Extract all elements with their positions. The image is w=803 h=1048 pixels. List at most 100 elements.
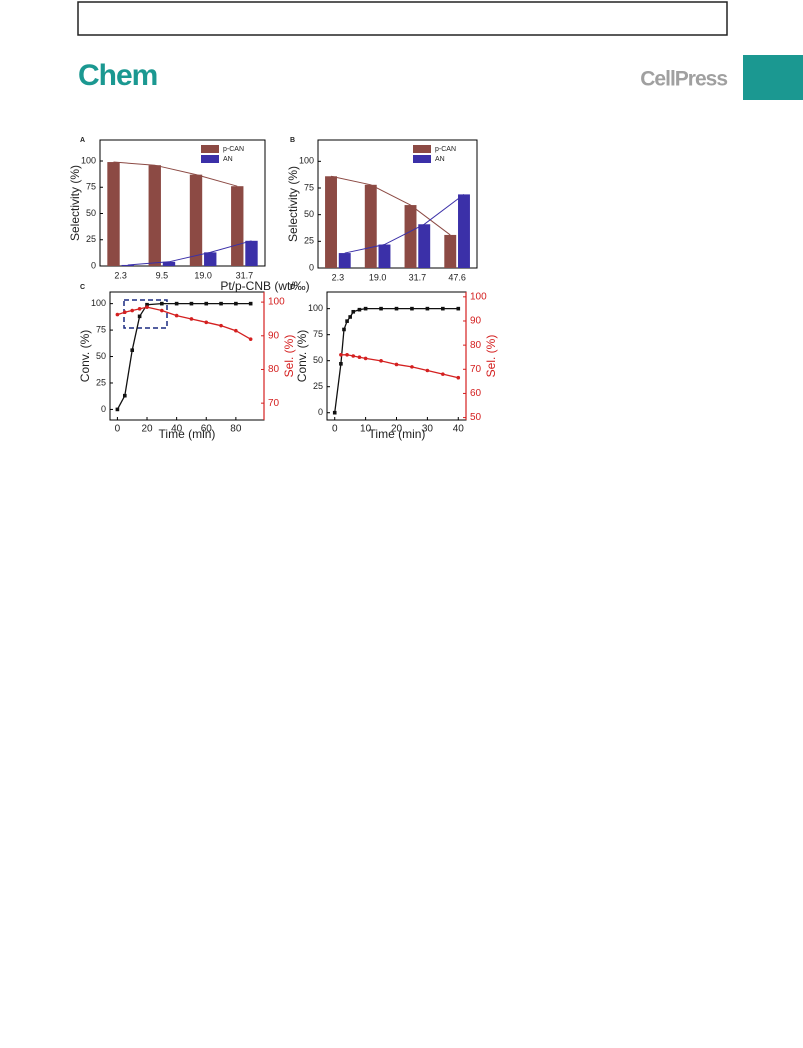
x-tick-label: 2.3	[114, 270, 127, 280]
series-line	[334, 308, 459, 413]
x-tick-label: 20	[391, 424, 403, 435]
data-point	[357, 307, 362, 312]
data-point	[174, 313, 179, 318]
y2-tick-label: 80	[470, 340, 482, 351]
bar	[418, 224, 431, 268]
y-axis-label: Conv. (%)	[295, 330, 309, 382]
y-tick-label: 100	[91, 298, 106, 308]
data-point	[123, 310, 127, 315]
y2-tick-label: 50	[470, 412, 482, 423]
data-point	[332, 410, 337, 415]
x-tick-label: 20	[141, 424, 153, 435]
y-tick-label: 75	[86, 182, 96, 192]
y2-axis-label: Sel. (%)	[484, 335, 498, 378]
legend-label: p-CAN	[435, 146, 456, 153]
data-point	[123, 393, 127, 398]
x-tick-label: 19.0	[194, 270, 212, 280]
data-point	[410, 306, 414, 311]
y-tick-label: 75	[313, 329, 323, 339]
bar	[338, 253, 351, 268]
y2-tick-label: 80	[268, 364, 280, 375]
legend-label: AN	[223, 156, 233, 163]
data-point	[345, 319, 349, 323]
y-tick-label: 0	[101, 404, 106, 414]
y-tick-label: 0	[309, 262, 314, 272]
data-point	[248, 337, 253, 341]
bar	[189, 174, 203, 266]
bar	[245, 240, 258, 266]
data-point	[410, 365, 414, 369]
x-tick-label: 10	[360, 424, 372, 435]
y-tick-label: 100	[308, 303, 323, 313]
legend-swatch	[201, 155, 219, 163]
y-tick-label: 50	[313, 355, 323, 365]
data-point	[348, 315, 352, 319]
data-point	[174, 301, 179, 306]
x-axis-label: Time (min)	[159, 427, 216, 441]
y-tick-label: 25	[304, 236, 314, 246]
trend-line	[127, 240, 252, 266]
data-point	[441, 306, 445, 311]
bar	[404, 205, 417, 268]
panel-label: D	[290, 284, 295, 291]
bar	[458, 194, 470, 268]
y2-tick-label: 90	[268, 330, 280, 341]
data-point	[425, 306, 430, 311]
panel-label: A	[80, 137, 85, 144]
data-point	[160, 301, 164, 306]
x-tick-label: 60	[201, 424, 213, 435]
data-point	[441, 372, 445, 376]
data-point	[145, 305, 149, 309]
y-tick-label: 0	[91, 260, 96, 270]
x-tick-label: 40	[171, 424, 183, 435]
data-point	[219, 323, 223, 328]
data-point	[115, 312, 120, 317]
data-point	[339, 362, 343, 366]
x-tick-label: 9.5	[156, 270, 169, 280]
section-tab	[743, 55, 803, 100]
header-box	[77, 1, 728, 36]
bar	[148, 165, 161, 266]
data-point	[351, 309, 356, 314]
y-axis-label: Selectivity (%)	[286, 166, 300, 242]
x-tick-label: 19.0	[369, 272, 387, 282]
y-tick-label: 25	[313, 381, 323, 391]
data-point	[456, 306, 461, 311]
y2-axis-label: Sel. (%)	[282, 335, 296, 378]
legend-swatch	[413, 155, 431, 163]
plot-frame	[317, 139, 478, 269]
y2-tick-label: 60	[470, 388, 482, 399]
data-point	[130, 348, 135, 352]
x-tick-label: 0	[332, 424, 338, 435]
panel-label: C	[80, 284, 85, 291]
bar	[204, 252, 217, 266]
trend-line	[330, 175, 451, 236]
y-tick-label: 50	[86, 208, 96, 218]
y-axis-label: Selectivity (%)	[68, 165, 82, 241]
y-tick-label: 50	[96, 351, 106, 361]
x-tick-label: 31.7	[236, 270, 254, 280]
x-axis-label: Time (min)	[369, 427, 426, 441]
data-point	[342, 327, 346, 332]
bar	[231, 186, 244, 266]
data-point	[394, 362, 399, 367]
y2-tick-label: 70	[470, 364, 482, 375]
data-point	[425, 368, 430, 373]
bar	[444, 234, 457, 268]
panel-label: B	[290, 137, 295, 144]
bar	[121, 264, 134, 266]
x-tick-label: 40	[453, 424, 465, 435]
legend-swatch	[413, 145, 431, 153]
data-point	[145, 302, 149, 307]
y-tick-label: 50	[304, 209, 314, 219]
x-tick-label: 2.3	[332, 272, 345, 282]
legend-swatch	[201, 145, 219, 153]
x-tick-label: 80	[230, 424, 242, 435]
data-point	[456, 375, 461, 380]
data-point	[137, 314, 142, 319]
y-axis-label: Conv. (%)	[78, 330, 92, 382]
x-tick-label: 47.6	[448, 272, 466, 282]
data-point	[345, 352, 349, 357]
data-point	[394, 306, 399, 311]
